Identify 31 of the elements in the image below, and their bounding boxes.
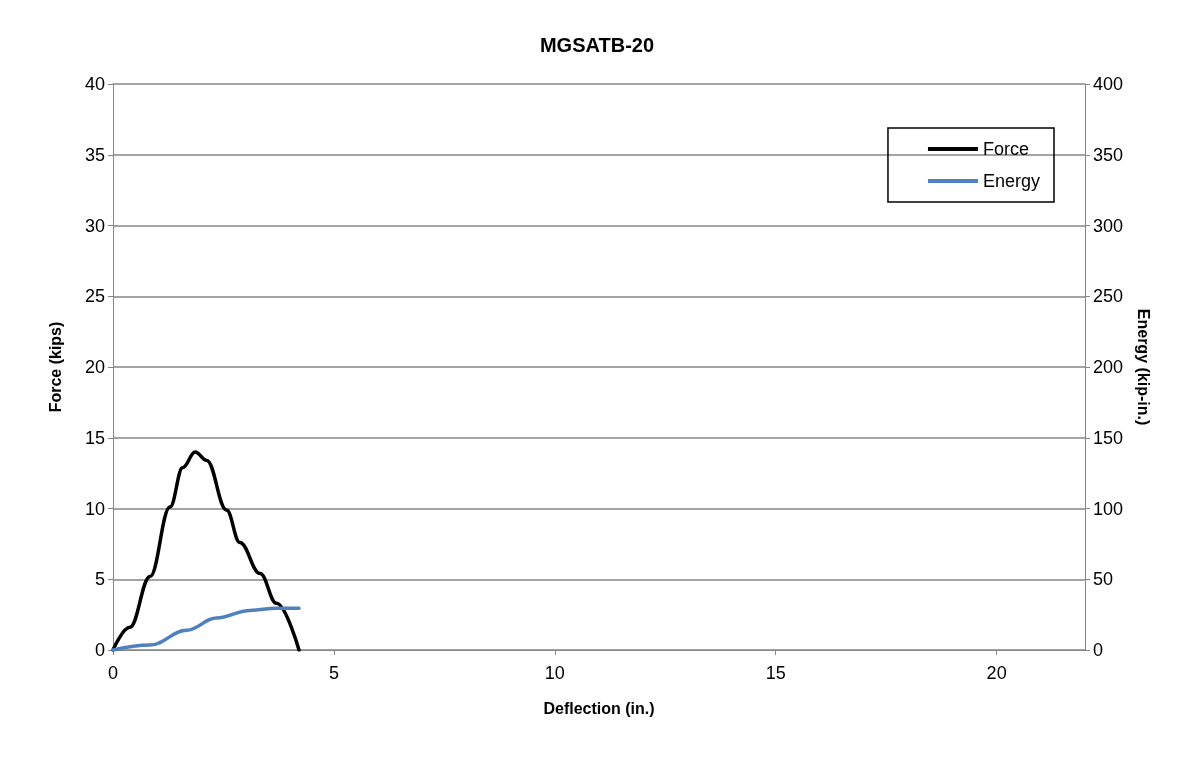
y2-tick-label: 200 bbox=[1093, 357, 1124, 377]
y2-tick-label: 50 bbox=[1093, 569, 1114, 590]
chart-title: MGSATB-20 bbox=[539, 34, 655, 56]
y-tick-label: 30 bbox=[84, 215, 105, 236]
line-series bbox=[111, 606, 301, 652]
y2-tick-label: 0 bbox=[1093, 640, 1104, 660]
y-tick-label: 15 bbox=[84, 427, 105, 448]
x-axis-title: Deflection (in.) bbox=[543, 699, 655, 717]
x-tick-label: 5 bbox=[328, 663, 339, 683]
y2-axis-title: Energy (kip-in.) bbox=[1134, 308, 1152, 426]
legend-label: Force bbox=[982, 139, 1029, 159]
y2-tick-label: 300 bbox=[1093, 215, 1124, 236]
x-tick-label: 0 bbox=[107, 663, 119, 683]
y-tick-label: 10 bbox=[84, 498, 105, 519]
y2-tick-label: 350 bbox=[1093, 144, 1124, 165]
y2-tick-label: 150 bbox=[1093, 427, 1124, 448]
line-series bbox=[111, 450, 301, 652]
y2-tick-label: 100 bbox=[1093, 498, 1124, 519]
y-tick-label: 35 bbox=[84, 144, 105, 165]
x-tick-label: 10 bbox=[544, 663, 565, 683]
y-axis-title: Force (kips) bbox=[46, 321, 64, 413]
legend-label: Energy bbox=[982, 171, 1041, 191]
y-tick-label: 40 bbox=[84, 74, 105, 94]
y-tick-label: 25 bbox=[84, 286, 105, 307]
y2-tick-label: 250 bbox=[1093, 286, 1124, 307]
y-tick-label: 0 bbox=[94, 640, 105, 660]
y2-tick-label: 400 bbox=[1093, 74, 1124, 94]
y-tick-label: 20 bbox=[84, 357, 105, 377]
x-tick-label: 15 bbox=[765, 663, 786, 683]
x-tick-label: 20 bbox=[986, 663, 1007, 683]
y-tick-label: 5 bbox=[94, 569, 105, 590]
